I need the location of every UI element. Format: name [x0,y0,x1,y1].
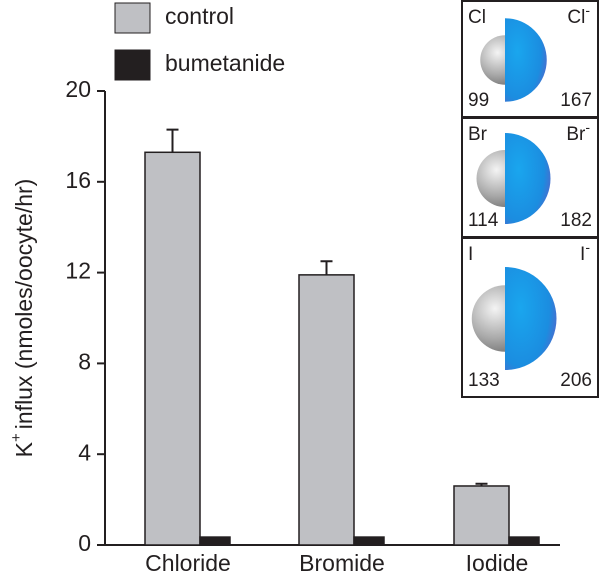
error-bar [320,260,333,275]
y-label-base: K [11,441,37,457]
ion-charge: - [585,2,590,18]
ion-symbol: Cl- [567,2,590,28]
ion-symbol: Br- [566,119,590,145]
ion-radius: 206 [560,370,592,391]
x-tick-label: Bromide [299,550,385,576]
atom-radius: 133 [468,370,500,391]
ion-sphere [505,133,551,224]
ion-radius: 167 [560,90,592,111]
ion-charge: - [585,119,590,135]
legend-label: bumetanide [165,50,285,76]
ion-charge: - [585,239,590,255]
y-tick-label: 0 [78,530,91,556]
bar [453,485,510,546]
bar [144,151,201,546]
atom-symbol: Cl [468,7,486,28]
y-tick-label: 4 [78,439,91,465]
y-axis-label: K+ influx (nmoles/oocyte/hr) [8,179,37,458]
error-bar [166,128,179,153]
ion-element: Br [566,124,586,145]
bar [199,536,231,546]
ion-radius: 182 [560,210,592,231]
atom-radius: 114 [468,210,499,231]
legend-swatch [114,49,151,81]
legend-label: control [165,3,234,29]
y-label-rest: influx (nmoles/oocyte/hr) [11,179,37,430]
x-tick-label: Iodide [466,550,529,576]
bar [508,536,540,546]
atom-symbol: I [468,244,473,265]
y-tick-label: 12 [65,258,91,284]
ion-sphere [505,267,557,370]
y-tick-label: 16 [65,167,91,193]
ion-element: Cl [567,7,585,28]
legend-swatch [114,2,151,34]
bar [298,274,355,546]
bar [353,536,385,546]
x-tick-label: Chloride [145,550,231,576]
ion-element: I [580,244,585,265]
y-tick-label: 20 [65,76,91,102]
ion-sphere [505,18,547,102]
y-tick-label: 8 [78,348,91,374]
ion-symbol: I- [580,239,590,265]
atom-symbol: Br [468,124,488,145]
y-label-sup: + [8,433,25,442]
atom-radius: 99 [468,90,489,111]
